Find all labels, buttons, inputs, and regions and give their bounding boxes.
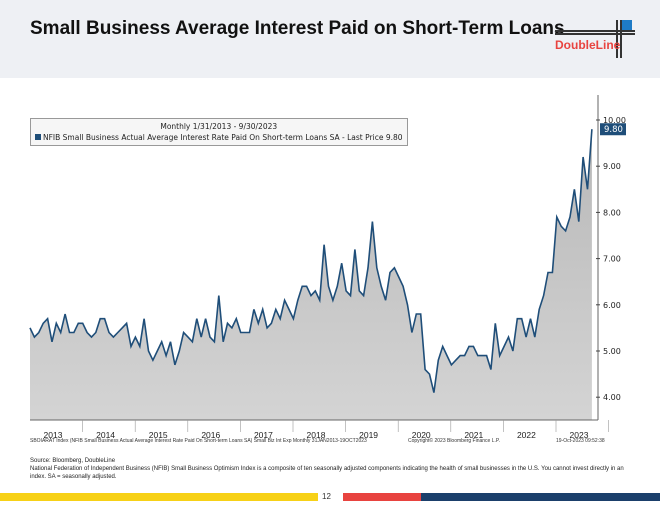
ticker-note: SBOIARAT Index (NFIB Small Business Actu… — [30, 438, 367, 444]
x-tick-label: 2015 — [149, 430, 168, 440]
x-tick-label: 2014 — [96, 430, 115, 440]
page-title: Small Business Average Interest Paid on … — [30, 18, 565, 39]
legend-label: NFIB Small Business Actual Average Inter… — [43, 133, 403, 142]
timestamp: 19-Oct-2023 09:52:38 — [556, 438, 605, 444]
page-number: 12 — [322, 492, 331, 501]
logo-text: DoubleLine — [555, 38, 621, 52]
x-tick-label: 2020 — [412, 430, 431, 440]
last-price-badge — [600, 123, 626, 136]
x-tick-label: 2019 — [359, 430, 378, 440]
disclaimer: National Federation of Independent Busin… — [30, 466, 624, 480]
x-tick-label: 2018 — [307, 430, 326, 440]
chart-title: Monthly 1/31/2013 - 9/30/2023 — [160, 122, 278, 131]
x-tick-label: 2022 — [517, 430, 536, 440]
area-fill — [30, 129, 592, 420]
x-tick-label: 2013 — [44, 430, 63, 440]
footer-bar-yellow — [0, 493, 318, 501]
last-price-label: 9.80 — [604, 125, 623, 135]
y-tick-label: 5.00 — [603, 347, 621, 356]
chart-legend: Monthly 1/31/2013 - 9/30/2023 NFIB Small… — [30, 118, 408, 146]
footer-bar-navy — [421, 493, 660, 501]
y-tick-label: 7.00 — [603, 255, 621, 264]
footer-bar-red — [343, 493, 421, 501]
y-tick-label: 9.00 — [603, 162, 621, 171]
x-tick-label: 2017 — [254, 430, 273, 440]
copyright: Copyright© 2023 Bloomberg Finance L.P. — [408, 438, 500, 444]
area-chart: 4.00 5.00 6.00 7.00 8.00 9.00 10.00 2013 2014 201… — [29, 95, 626, 440]
x-tick-label: 2023 — [570, 430, 589, 440]
y-tick-label: 4.00 — [603, 393, 621, 402]
series-line — [29, 129, 593, 393]
y-tick-label: 6.00 — [603, 301, 621, 310]
y-tick-label: 10.00 — [603, 116, 626, 125]
x-tick-label: 2021 — [464, 430, 483, 440]
header: Small Business Average Interest Paid on … — [0, 0, 660, 78]
y-tick-label: 8.00 — [603, 208, 621, 217]
legend-swatch — [35, 134, 41, 140]
source: Source: Bloomberg, DoubleLine — [30, 458, 116, 464]
x-tick-label: 2016 — [201, 430, 220, 440]
